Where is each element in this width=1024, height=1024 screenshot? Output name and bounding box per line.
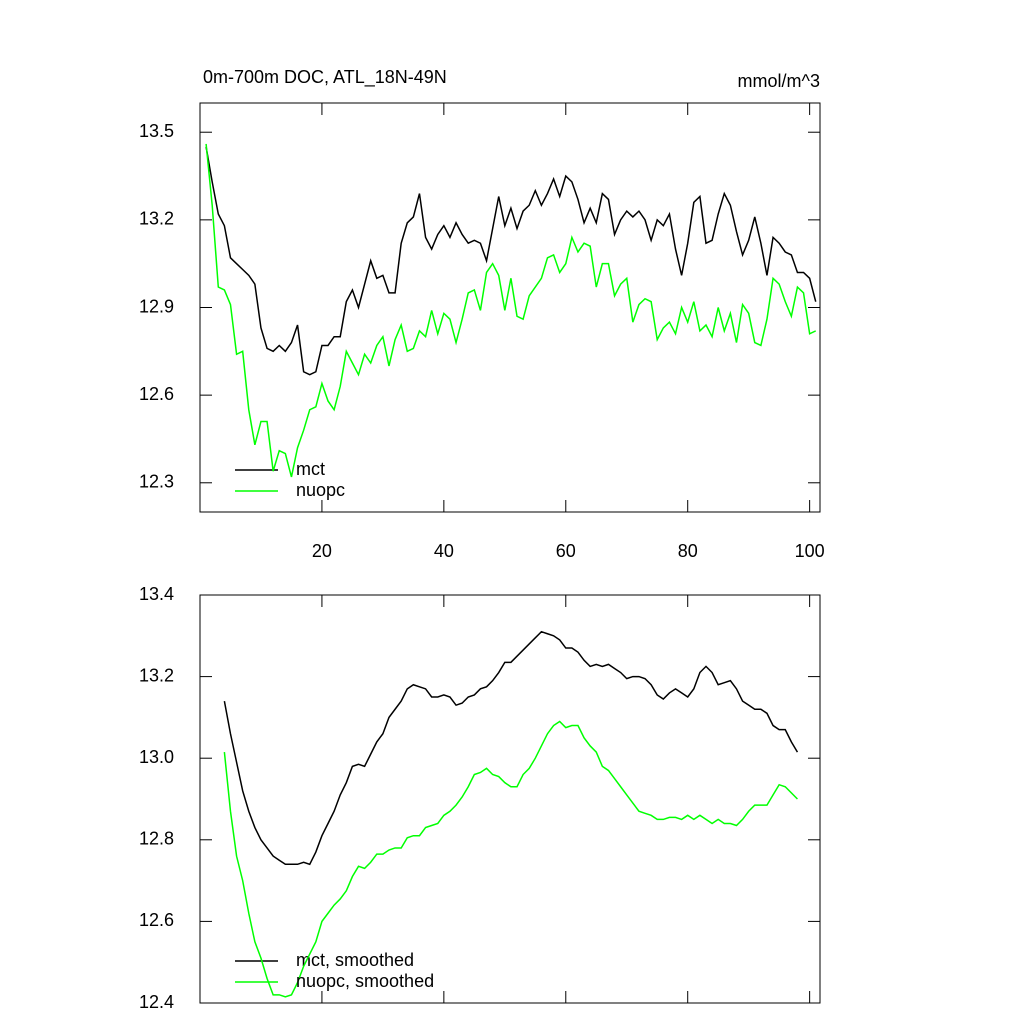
y-tick-label: 13.0 bbox=[139, 747, 174, 767]
x-tick-label: 80 bbox=[678, 541, 698, 561]
y-tick-label: 12.4 bbox=[139, 992, 174, 1012]
units-label: mmol/m^3 bbox=[738, 71, 820, 91]
y-tick-label: 12.6 bbox=[139, 910, 174, 930]
legend-label: mct bbox=[296, 459, 325, 479]
plot-frame bbox=[199, 102, 821, 513]
chart-title: 0m-700m DOC, ATL_18N-49N bbox=[203, 67, 447, 88]
data-line bbox=[205, 146, 817, 376]
data-line bbox=[223, 630, 799, 866]
legend-label: nuopc bbox=[296, 480, 345, 500]
y-tick-label: 13.2 bbox=[139, 209, 174, 229]
data-line bbox=[205, 143, 817, 478]
y-tick-label: 13.2 bbox=[139, 665, 174, 685]
y-tick-label: 13.4 bbox=[139, 584, 174, 604]
y-tick-label: 12.3 bbox=[139, 472, 174, 492]
plot-frame bbox=[199, 594, 821, 1004]
legend-label: mct, smoothed bbox=[296, 950, 414, 970]
x-tick-label: 40 bbox=[434, 541, 454, 561]
x-tick-label: 60 bbox=[556, 541, 576, 561]
y-tick-label: 13.5 bbox=[139, 121, 174, 141]
data-line bbox=[223, 720, 798, 998]
x-tick-label: 100 bbox=[795, 541, 825, 561]
y-tick-label: 12.8 bbox=[139, 829, 174, 849]
legend-label: nuopc, smoothed bbox=[296, 971, 434, 991]
y-tick-label: 12.9 bbox=[139, 296, 174, 316]
x-tick-label: 20 bbox=[312, 541, 332, 561]
y-tick-label: 12.6 bbox=[139, 384, 174, 404]
